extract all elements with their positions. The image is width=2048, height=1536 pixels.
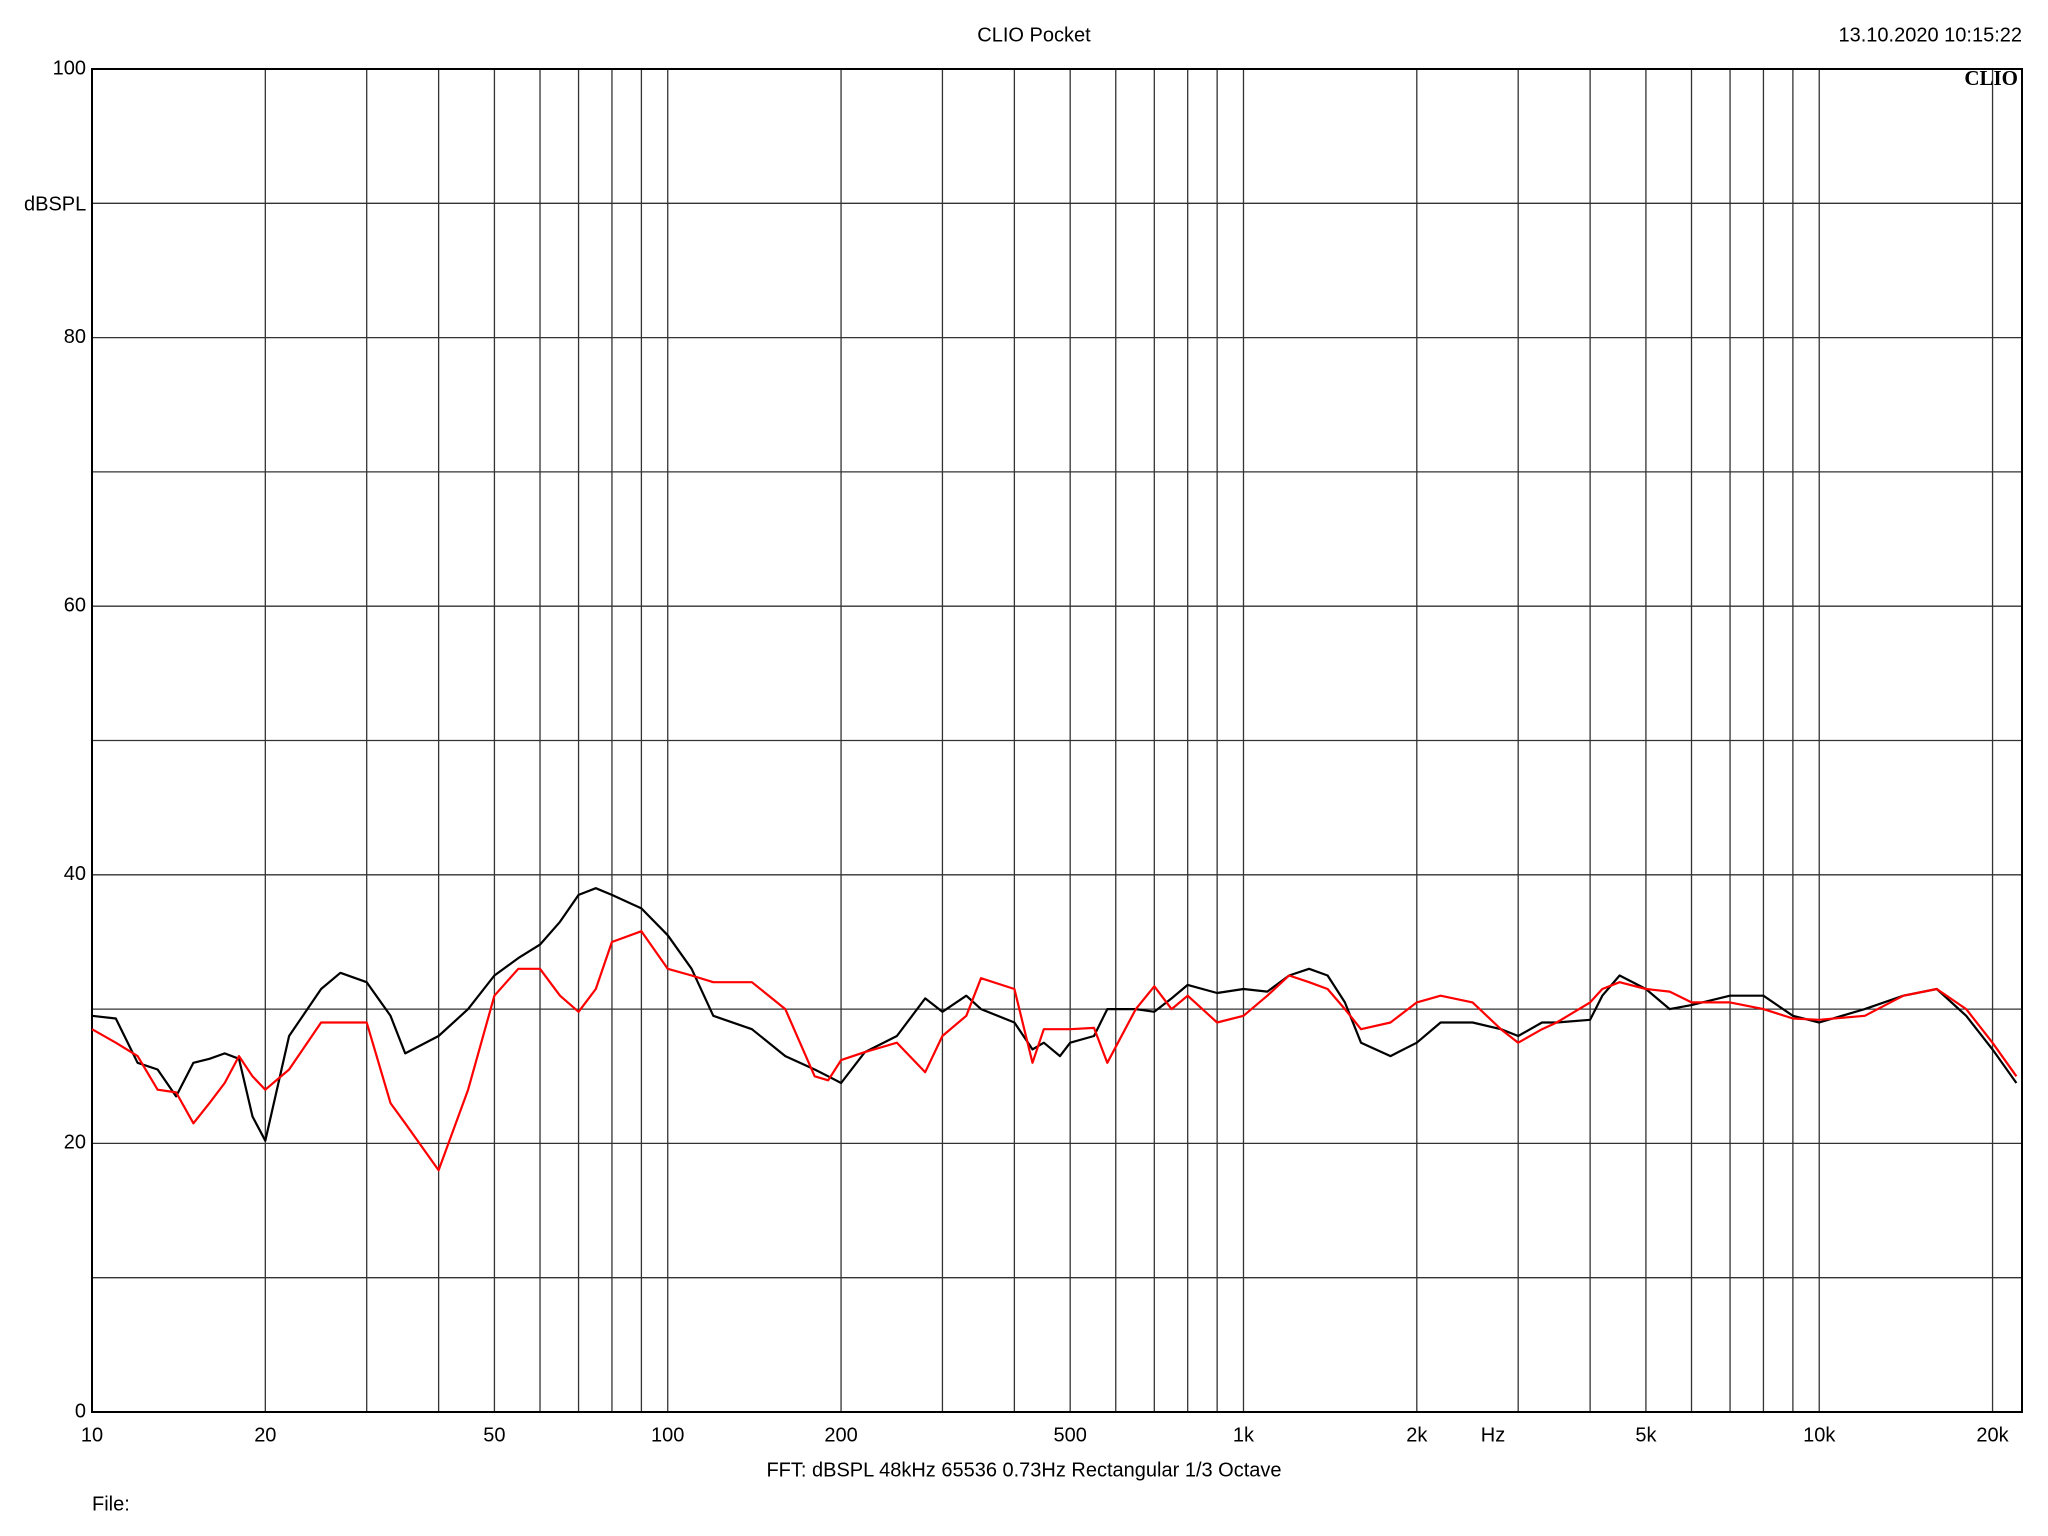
series-line — [91, 887, 2018, 1142]
y-tick-label: 40 — [64, 863, 86, 885]
x-tick-label: 20 — [254, 1424, 276, 1446]
y-tick-label: 80 — [64, 326, 86, 348]
x-tick-label: 10 — [81, 1424, 103, 1446]
x-tick-label: 1k — [1233, 1424, 1255, 1446]
chart-title: CLIO Pocket — [977, 24, 1091, 46]
y-tick-label: 20 — [64, 1132, 86, 1154]
timestamp: 13.10.2020 10:15:22 — [1838, 24, 2022, 46]
x-tick-label: 200 — [824, 1424, 857, 1446]
x-tick-label: 10k — [1803, 1424, 1836, 1446]
x-tick-label: 500 — [1053, 1424, 1086, 1446]
x-tick-label: 50 — [483, 1424, 505, 1446]
y-axis-label: dBSPL — [24, 193, 86, 215]
footer: FFT: dBSPL 48kHz 65536 0.73Hz Rectangula… — [766, 1459, 1281, 1481]
x-axis-label: Hz — [1481, 1424, 1505, 1446]
y-tick-label: 0 — [75, 1400, 86, 1422]
x-tick-label: 2k — [1406, 1424, 1428, 1446]
x-tick-label: 20k — [1976, 1424, 2009, 1446]
file-label: File: — [92, 1493, 130, 1515]
plot-frame — [91, 68, 2023, 1413]
y-tick-label: 100 — [53, 57, 86, 79]
x-tick-label: 100 — [651, 1424, 684, 1446]
series-line — [91, 930, 2018, 1172]
x-tick-label: 5k — [1635, 1424, 1657, 1446]
y-tick-label: 60 — [64, 594, 86, 616]
logo: CLIO — [1964, 66, 2018, 90]
